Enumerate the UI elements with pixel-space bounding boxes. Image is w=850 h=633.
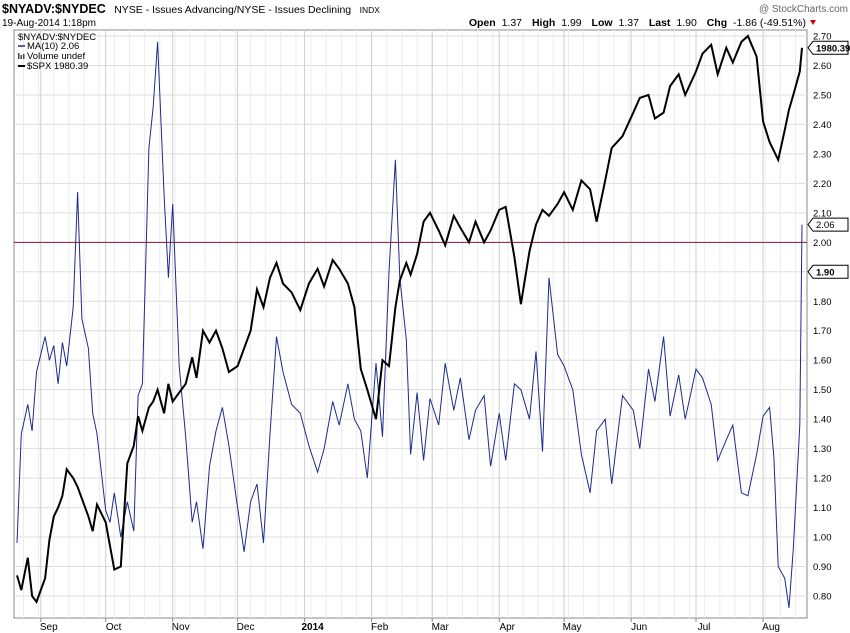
quote-chg-label: Chg	[707, 17, 727, 29]
tag-ma-last-box	[807, 217, 849, 232]
x-tick-label: Feb	[371, 622, 389, 633]
tag-spx-last: 1980.39	[807, 40, 850, 55]
series-line-spx	[16, 34, 803, 604]
y-tick-label: 2.00	[813, 238, 832, 249]
y-tick-label: 2.60	[813, 61, 832, 72]
legend: $NYADV:$NYDEC MA(10) 2.06 Volume undef $…	[18, 32, 96, 72]
x-tick-label: Oct	[106, 622, 122, 633]
y-tick-label: 1.20	[813, 474, 832, 485]
header-title-line: $NYADV:$NYDEC NYSE - Issues Advancing/NY…	[2, 0, 380, 17]
x-tick-label: 2014	[301, 622, 324, 633]
quote-last-label: Last	[649, 17, 671, 29]
y-tick-label: 1.10	[813, 503, 832, 514]
quote-low: 1.37	[618, 17, 639, 29]
tag-ratio-last: 1.90	[807, 264, 849, 279]
quote-low-label: Low	[592, 17, 614, 29]
quote-open-label: Open	[469, 17, 496, 29]
legend-volume-bar-icon-3	[23, 54, 25, 59]
legend-volume: Volume undef	[27, 51, 85, 62]
y-tick-label: 1.60	[813, 356, 832, 367]
chart-header: $NYADV:$NYDEC NYSE - Issues Advancing/NY…	[2, 0, 848, 29]
tag-ma-last: 2.06	[807, 217, 849, 232]
x-tick-label: Nov	[172, 622, 190, 633]
header-exchange: NYSE - Issues Advancing/NYSE - Issues De…	[114, 4, 351, 16]
y-tick-label: 1.00	[813, 533, 832, 544]
quote-open: 1.37	[502, 17, 523, 29]
quote-high: 1.99	[561, 17, 582, 29]
chg-down-arrow-icon	[810, 20, 816, 25]
tag-spx-last-box	[807, 40, 849, 55]
y-tick-label: 1.50	[813, 385, 832, 396]
watermark: @ StockCharts.com	[759, 4, 848, 15]
tag-ratio-last-box	[807, 264, 849, 279]
x-tick-label: Dec	[237, 622, 255, 633]
tag-ma-last-text: 2.06	[816, 220, 835, 231]
y-tick-label: 1.40	[813, 415, 832, 426]
y-tick-label: 1.70	[813, 326, 832, 337]
legend-volume-bar-icon-2	[20, 55, 22, 59]
header-symbol: $NYADV:$NYDEC	[2, 2, 106, 16]
y-tick-label: 2.70	[813, 32, 832, 43]
header-quote: Open 1.37 High 1.99 Low 1.37 Last 1.90 C…	[469, 17, 806, 29]
series-line-ma10	[16, 41, 803, 608]
legend-volume-bar-icon	[18, 53, 20, 59]
x-tick-label: Apr	[499, 622, 515, 633]
plot-area	[13, 29, 808, 619]
y-tick-label: 2.30	[813, 149, 832, 160]
y-tick-label: 0.80	[813, 592, 832, 603]
y-tick-label: 2.50	[813, 90, 832, 101]
x-tick-label: Aug	[762, 622, 780, 633]
x-axis: Sep Oct Nov Dec 2014 Feb Mar Apr May Jun Jul Aug	[40, 618, 780, 633]
header-timestamp: 19-Aug-2014 1:18pm	[2, 18, 96, 29]
y-tick-label: 1.30	[813, 444, 832, 455]
quote-chg: -1.86 (-49.51%)	[733, 17, 806, 29]
y-tick-label: 2.20	[813, 179, 832, 190]
y-tick-label: 2.10	[813, 208, 832, 219]
x-tick-label: Jul	[698, 622, 711, 633]
x-tick-label: Sep	[40, 622, 58, 633]
tag-ratio-last-text: 1.90	[816, 267, 835, 278]
tag-spx-last-text: 1980.39	[816, 43, 850, 54]
legend-ratio: $NYADV:$NYDEC	[18, 32, 96, 43]
y-tick-label: 1.80	[813, 297, 832, 308]
header-index-tag: INDX	[360, 5, 381, 15]
legend-ma: MA(10) 2.06	[27, 41, 79, 52]
quote-high-label: High	[532, 17, 555, 29]
legend-spx: $SPX 1980.39	[27, 61, 88, 72]
x-tick-label: Jun	[631, 622, 647, 633]
x-tick-label: May	[563, 622, 582, 633]
quote-last: 1.90	[676, 17, 697, 29]
y-axis: 0.80 0.90 1.00 1.10 1.20 1.30 1.40 1.50 1.60 1.70…	[813, 32, 832, 603]
x-tick-label: Mar	[432, 622, 450, 633]
y-tick-label: 2.40	[813, 120, 832, 131]
y-tick-label: 0.90	[813, 562, 832, 573]
